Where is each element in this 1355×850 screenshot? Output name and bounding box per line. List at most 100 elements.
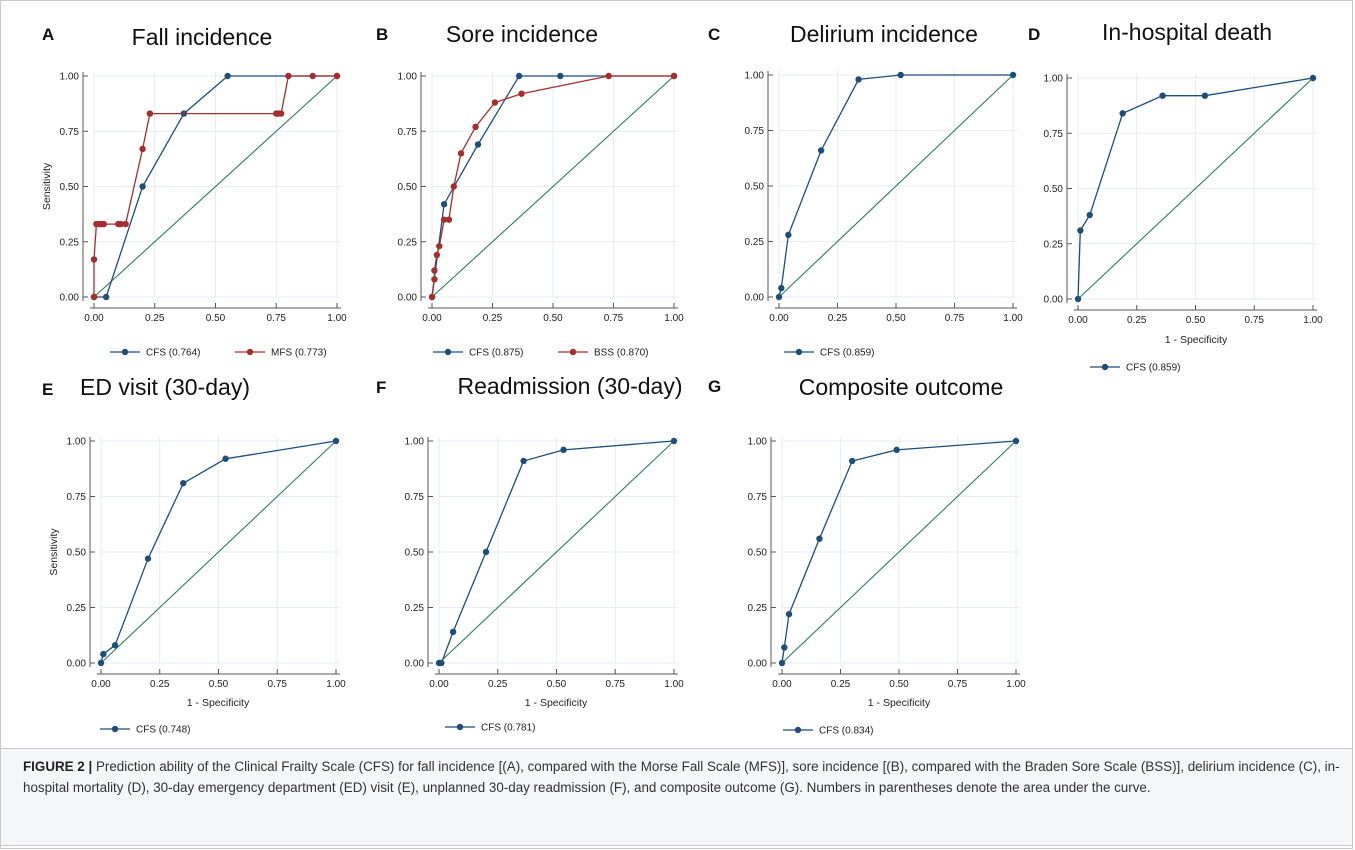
panel-letter-e: E [42, 380, 53, 399]
roc-point-e-1 [111, 642, 119, 649]
roc-point-a-2 [146, 110, 154, 117]
panel-title-f: Readmission (30-day) [458, 373, 683, 399]
y-tick-label-b: 1.00 [398, 72, 418, 83]
legend-label-d-1: CFS (0.859) [1126, 363, 1180, 374]
y-tick-label-c: 0.50 [745, 182, 765, 193]
roc-point-b-1 [440, 200, 448, 208]
roc-point-a-1 [102, 293, 110, 301]
legend-label-e-1: CFS (0.748) [136, 725, 190, 736]
roc-point-g-1 [849, 457, 856, 465]
roc-point-b-2 [518, 90, 525, 97]
roc-point-d-1 [1159, 92, 1166, 99]
roc-point-b-2 [431, 267, 438, 274]
x-tick-label-f: 0.50 [547, 679, 567, 690]
roc-point-b-2 [605, 72, 612, 80]
x-tick-label-a: 0.00 [84, 313, 104, 324]
x-tick-label-c: 0.50 [886, 313, 906, 324]
roc-point-b-2 [428, 293, 436, 301]
reference-line-f [438, 440, 675, 664]
y-tick-label-f: 1.00 [405, 437, 425, 448]
x-tick-label-d: 1.00 [1303, 315, 1323, 326]
roc-point-a-2 [277, 110, 285, 117]
y-tick-label-f: 0.75 [405, 492, 425, 503]
roc-point-a-2 [309, 72, 316, 80]
roc-point-f-1 [438, 659, 445, 667]
y-tick-label-e: 0.25 [67, 603, 87, 614]
roc-point-a-2 [333, 72, 341, 80]
panel-title-e: ED visit (30-day) [80, 374, 250, 400]
x-tick-label-d: 0.75 [1245, 315, 1265, 326]
x-tick-label-f: 0.25 [488, 679, 508, 690]
y-tick-label-b: 0.00 [398, 293, 418, 304]
panel-letter-g: G [708, 377, 721, 396]
roc-point-d-1 [1086, 211, 1093, 219]
roc-point-a-1 [139, 183, 146, 190]
legend-label-a-1: CFS (0.764) [146, 348, 200, 359]
roc-point-e-1 [332, 437, 340, 445]
caption-heading: FIGURE 2 | [23, 759, 93, 774]
roc-point-b-2 [670, 72, 678, 80]
roc-point-f-1 [449, 628, 457, 636]
roc-point-c-1 [817, 147, 825, 154]
legend-swatch-marker-g-1 [794, 726, 802, 734]
panel-title-c: Delirium incidence [790, 21, 978, 47]
roc-point-d-1 [1077, 227, 1084, 234]
y-tick-label-a: 0.75 [60, 127, 80, 138]
y-axis-label-e: Sensitivity [48, 528, 60, 576]
x-tick-label-g: 0.25 [831, 679, 851, 690]
legend-swatch-marker-a-1 [121, 348, 129, 356]
x-tick-label-c: 0.25 [828, 313, 848, 324]
caption-text: Prediction ability of the Clinical Frail… [23, 759, 1340, 795]
roc-point-a-1 [224, 72, 231, 80]
panel-title-g: Composite outcome [799, 374, 1004, 400]
roc-point-f-1 [670, 437, 678, 445]
y-tick-label-a: 0.50 [60, 182, 80, 193]
y-tick-label-e: 1.00 [67, 437, 87, 448]
x-tick-label-e: 0.00 [91, 679, 111, 690]
roc-point-b-2 [433, 251, 441, 259]
roc-point-g-1 [781, 644, 788, 651]
x-tick-label-f: 0.75 [606, 679, 626, 690]
panel-letter-d: D [1028, 25, 1040, 44]
y-tick-label-f: 0.00 [405, 659, 425, 670]
x-tick-label-g: 0.00 [772, 679, 792, 690]
legend-label-b-2: BSS (0.870) [594, 348, 648, 359]
legend-swatch-marker-d-1 [1101, 363, 1109, 371]
roc-point-g-1 [816, 535, 823, 542]
roc-point-e-1 [180, 479, 187, 487]
y-tick-label-c: 0.25 [745, 237, 765, 248]
y-axis-label-a: Sensitivity [41, 162, 53, 210]
x-tick-label-b: 0.50 [543, 313, 563, 324]
roc-point-b-2 [436, 242, 443, 250]
roc-point-d-1 [1309, 74, 1317, 82]
panel-title-a: Fall incidence [132, 24, 273, 50]
reference-line-g [781, 440, 1017, 664]
x-tick-label-e: 0.25 [150, 679, 170, 690]
y-tick-label-b: 0.50 [398, 182, 418, 193]
legend-label-g-1: CFS (0.834) [819, 726, 873, 737]
roc-point-c-1 [897, 71, 904, 79]
panel-letter-b: B [376, 25, 388, 44]
x-axis-label-d: 1 - Specificity [1165, 334, 1228, 346]
x-tick-label-g: 0.75 [948, 679, 968, 690]
roc-point-g-1 [1012, 437, 1020, 445]
x-tick-label-c: 1.00 [1003, 313, 1023, 324]
roc-point-e-1 [222, 455, 229, 462]
roc-point-d-1 [1074, 295, 1082, 303]
legend-swatch-marker-f-1 [456, 723, 464, 731]
x-tick-label-c: 0.00 [769, 313, 789, 324]
roc-point-e-1 [97, 659, 105, 667]
y-tick-label-d: 0.50 [1044, 184, 1064, 195]
roc-figure: A Fall incidence 0.00 0.00 0.25 0.25 0.50 0.50 0… [41, 19, 1323, 737]
x-tick-label-b: 0.25 [483, 313, 503, 324]
x-axis-label-f: 1 - Specificity [525, 697, 588, 709]
roc-point-a-2 [100, 220, 107, 228]
y-tick-label-d: 0.25 [1044, 239, 1064, 250]
y-tick-label-e: 0.00 [67, 659, 87, 670]
legend-swatch-marker-b-1 [444, 348, 452, 356]
x-tick-label-e: 0.75 [268, 679, 288, 690]
x-tick-label-d: 0.50 [1186, 315, 1206, 326]
y-tick-label-g: 0.50 [748, 548, 768, 559]
y-tick-label-b: 0.25 [398, 237, 418, 248]
reference-line-b [431, 75, 675, 298]
